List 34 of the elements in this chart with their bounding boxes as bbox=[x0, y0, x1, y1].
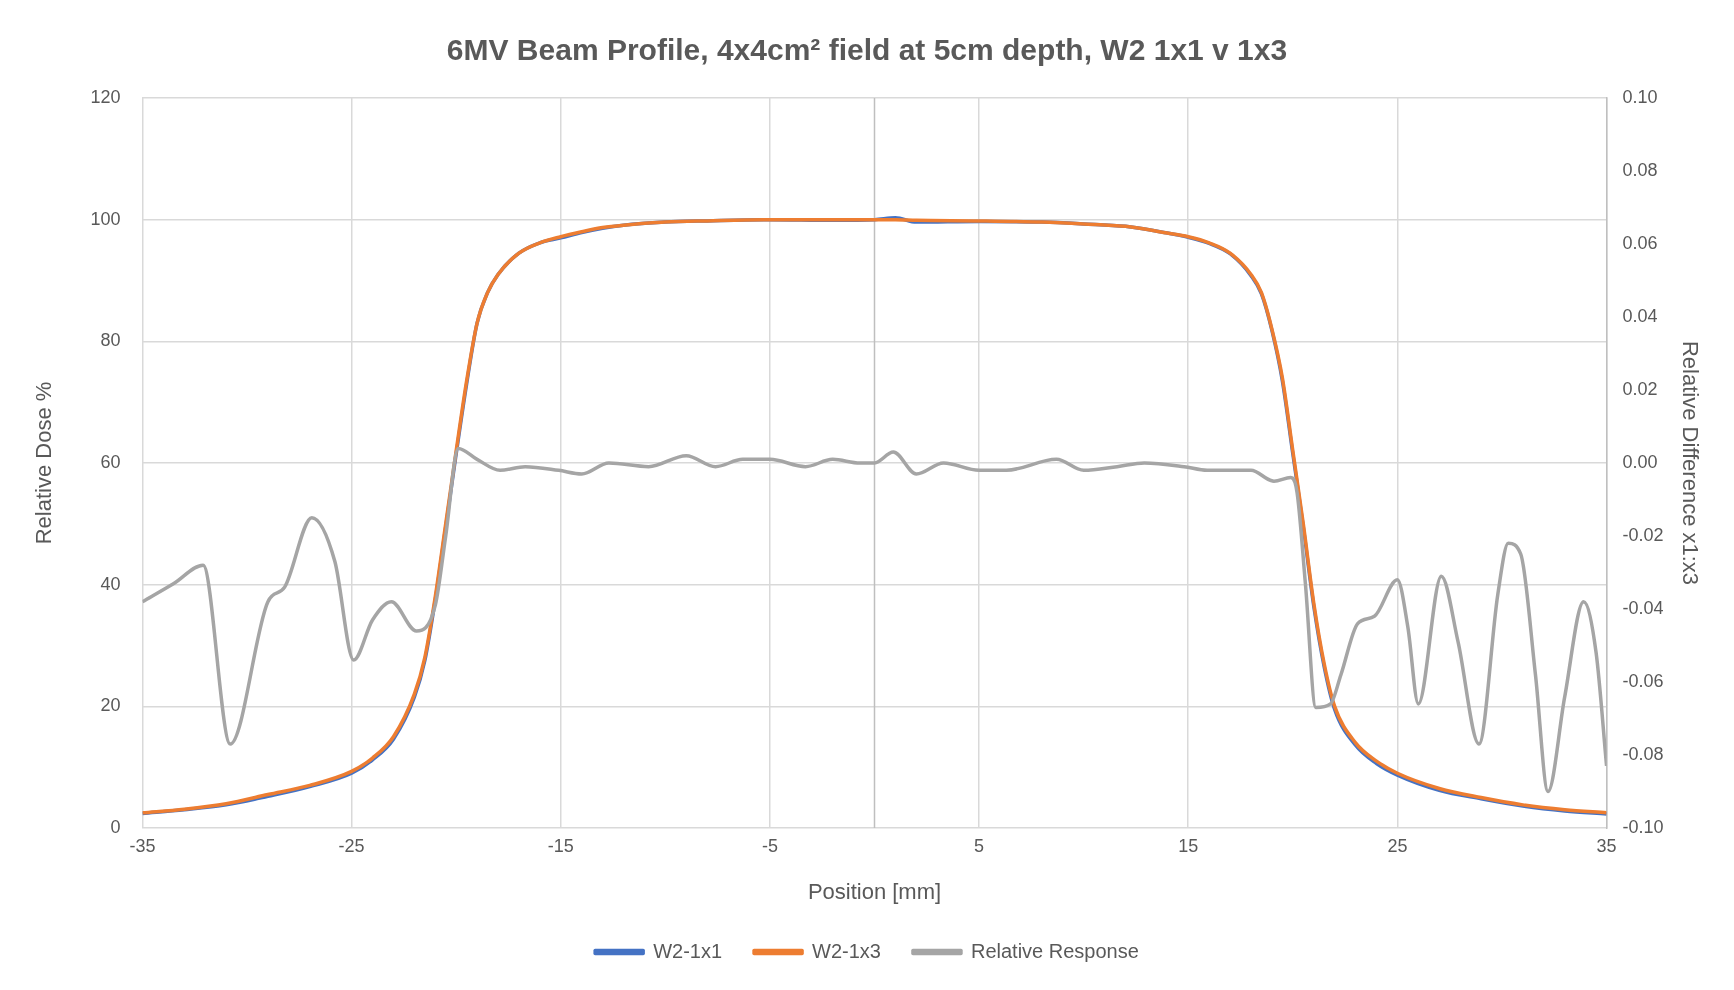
x-tick-label: -25 bbox=[338, 835, 365, 856]
y2-tick-label: -0.10 bbox=[1622, 816, 1664, 837]
y2-tick-label: 0.10 bbox=[1622, 86, 1658, 107]
y2-tick-label: -0.06 bbox=[1622, 670, 1664, 691]
y2-tick-label: 0.04 bbox=[1622, 305, 1658, 326]
chart-title: 6MV Beam Profile, 4x4cm² field at 5cm depth, W2 1x1 v 1x3 bbox=[446, 33, 1288, 67]
x-tick-label: 35 bbox=[1596, 835, 1617, 856]
y2-tick-label: -0.04 bbox=[1622, 597, 1664, 618]
x-tick-label: 25 bbox=[1387, 835, 1408, 856]
x-tick-label: -35 bbox=[129, 835, 156, 856]
y2-tick-label: 0.00 bbox=[1622, 451, 1658, 472]
y2-axis-title: Relative Difference x1:x3 bbox=[1677, 340, 1703, 586]
y2-tick-label: -0.08 bbox=[1622, 743, 1664, 764]
line-series bbox=[142, 446, 1607, 794]
x-tick-label: -5 bbox=[761, 835, 778, 856]
y-tick-label: 120 bbox=[90, 86, 121, 107]
y-tick-label: 40 bbox=[100, 573, 121, 594]
y2-tick-label: 0.02 bbox=[1622, 378, 1658, 399]
y-tick-label: 20 bbox=[100, 695, 121, 716]
y-tick-label: 100 bbox=[90, 208, 121, 229]
legend-label: Relative Response bbox=[970, 939, 1139, 962]
x-tick-label: -15 bbox=[547, 835, 574, 856]
legend-label: W2-1x1 bbox=[653, 939, 723, 962]
x-tick-label: 15 bbox=[1178, 835, 1199, 856]
y-tick-label: 60 bbox=[100, 451, 121, 472]
y2-tick-label: 0.06 bbox=[1622, 232, 1658, 253]
y-tick-label: 80 bbox=[100, 330, 121, 351]
y-axis-title: Relative Dose % bbox=[31, 381, 57, 545]
y-tick-label: 0 bbox=[110, 816, 121, 837]
legend-label: W2-1x3 bbox=[812, 939, 881, 962]
y2-tick-label: -0.02 bbox=[1622, 524, 1664, 545]
y2-tick-label: 0.08 bbox=[1622, 159, 1658, 180]
x-axis-title: Position [mm] bbox=[807, 878, 942, 904]
x-tick-label: 5 bbox=[974, 835, 985, 856]
